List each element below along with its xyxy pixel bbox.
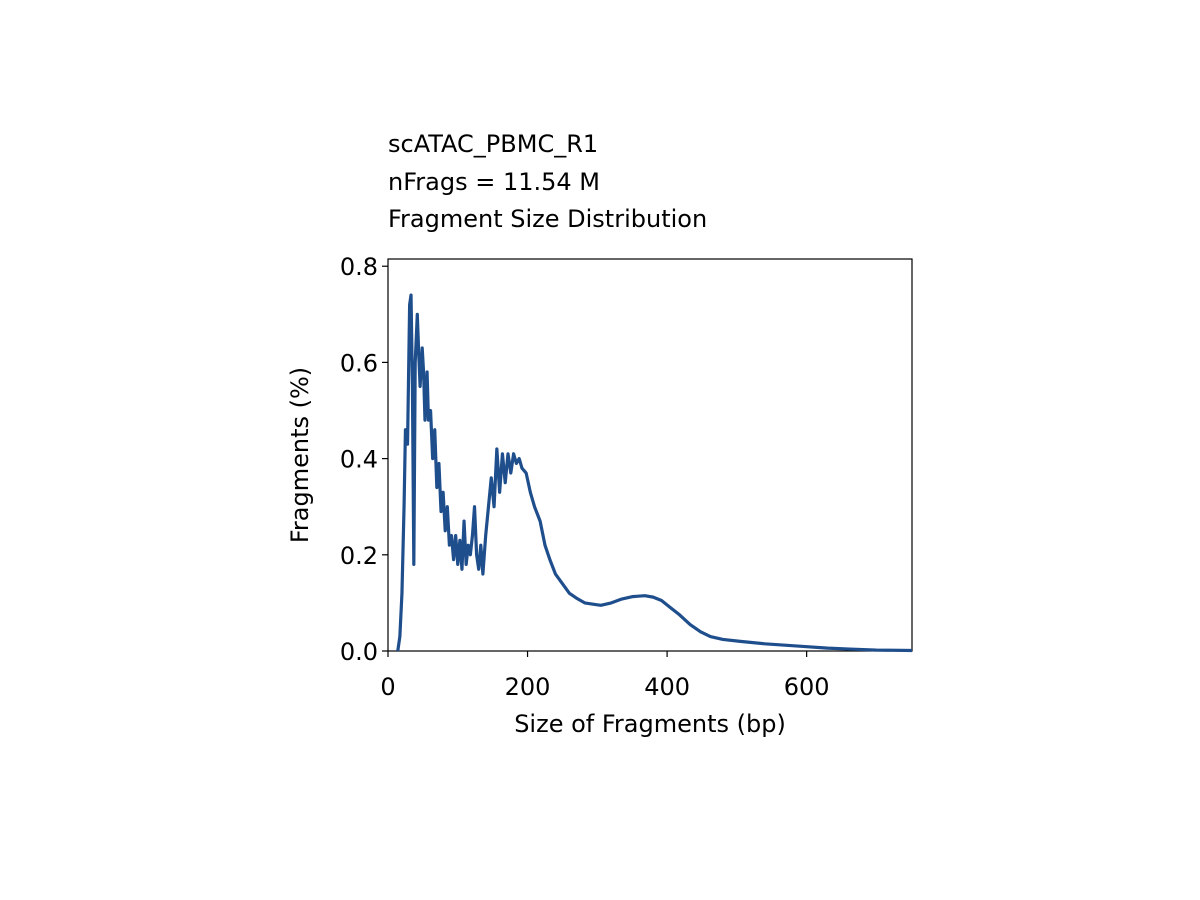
y-tick-label: 0.4 — [340, 446, 378, 474]
plot-frame — [387, 258, 913, 652]
y-tick-label: 0.0 — [340, 638, 378, 666]
y-tick-label: 0.2 — [340, 542, 378, 570]
x-tick-label: 0 — [380, 673, 395, 701]
x-axis-label: Size of Fragments (bp) — [514, 710, 786, 738]
y-axis-label: Fragments (%) — [286, 367, 314, 543]
x-tick-label: 400 — [644, 673, 690, 701]
y-tick-label: 0.8 — [340, 253, 378, 281]
y-tick-label: 0.6 — [340, 349, 378, 377]
data-line — [396, 293, 913, 653]
x-tick-label: 200 — [505, 673, 551, 701]
x-tick-label: 600 — [784, 673, 830, 701]
chart-title: Fragment Size Distribution — [388, 205, 707, 233]
chart-title: nFrags = 11.54 M — [388, 168, 600, 196]
chart-title: scATAC_PBMC_R1 — [388, 130, 598, 158]
